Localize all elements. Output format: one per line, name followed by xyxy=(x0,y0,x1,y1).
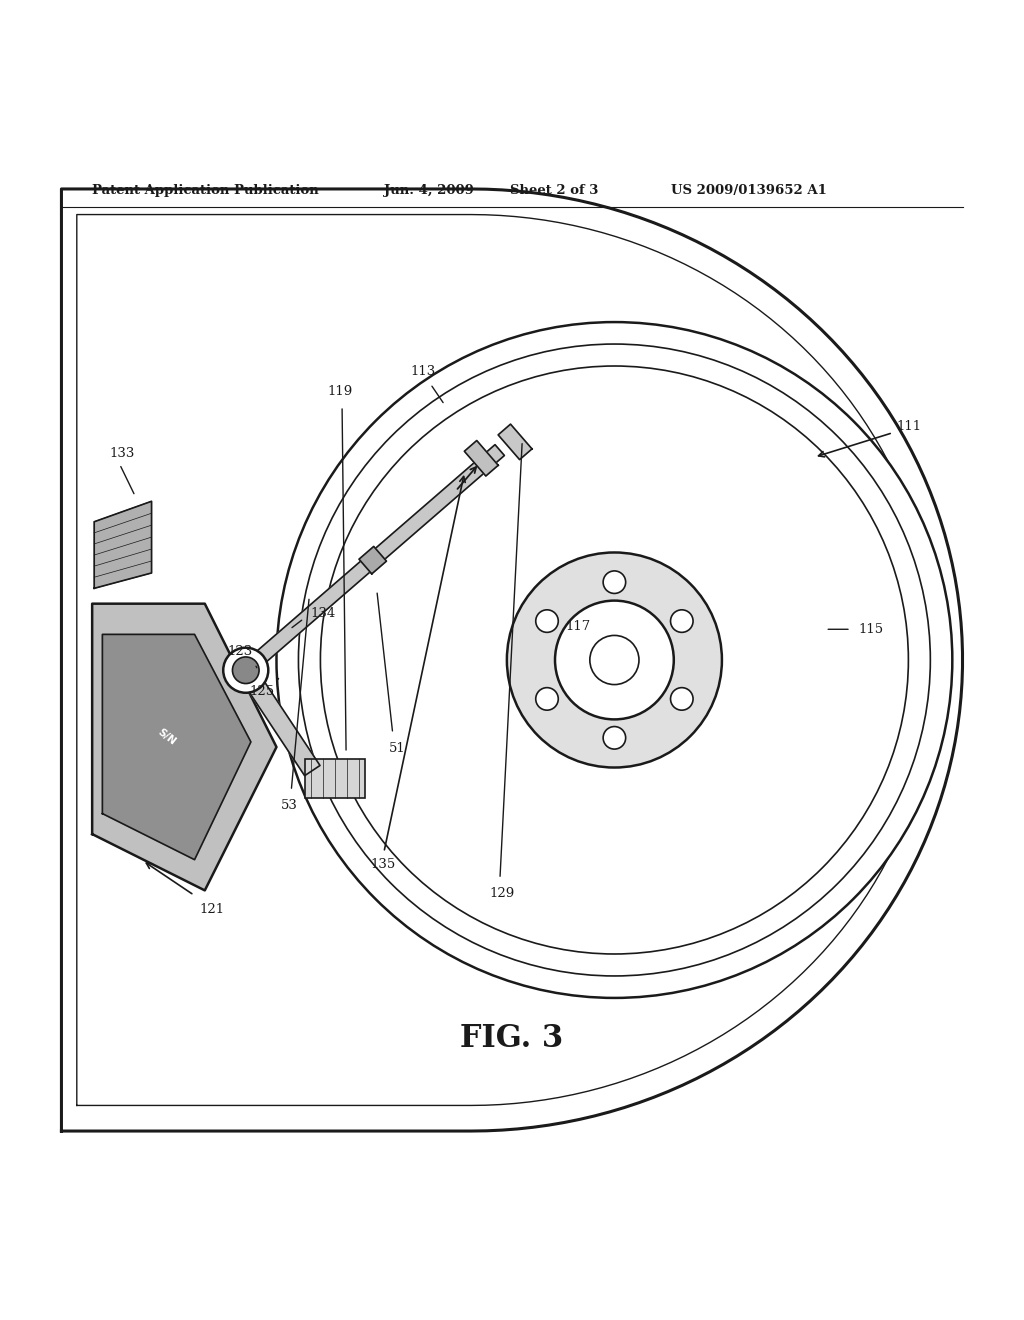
Circle shape xyxy=(536,610,558,632)
Text: US 2009/0139652 A1: US 2009/0139652 A1 xyxy=(671,183,826,197)
Circle shape xyxy=(232,657,259,684)
Circle shape xyxy=(671,610,693,632)
Text: FIG. 3: FIG. 3 xyxy=(461,1023,563,1055)
Text: 51: 51 xyxy=(389,742,406,755)
Text: 115: 115 xyxy=(858,623,884,636)
Text: 125: 125 xyxy=(249,685,274,698)
Text: 121: 121 xyxy=(200,903,224,916)
Text: 135: 135 xyxy=(371,858,396,871)
Polygon shape xyxy=(61,189,963,1131)
Text: Jun. 4, 2009: Jun. 4, 2009 xyxy=(384,183,474,197)
Polygon shape xyxy=(241,445,505,676)
Text: Sheet 2 of 3: Sheet 2 of 3 xyxy=(510,183,598,197)
Polygon shape xyxy=(92,603,276,891)
Polygon shape xyxy=(94,502,152,589)
Circle shape xyxy=(603,726,626,748)
Text: 133: 133 xyxy=(110,446,135,459)
Text: 134: 134 xyxy=(310,607,336,620)
Circle shape xyxy=(507,553,722,767)
Text: Patent Application Publication: Patent Application Publication xyxy=(92,183,318,197)
Bar xyxy=(305,759,365,799)
Circle shape xyxy=(603,572,626,594)
Circle shape xyxy=(590,635,639,685)
Circle shape xyxy=(536,688,558,710)
Circle shape xyxy=(555,601,674,719)
Polygon shape xyxy=(359,546,386,574)
Text: 123: 123 xyxy=(227,645,253,659)
Text: 111: 111 xyxy=(896,420,922,433)
Text: 53: 53 xyxy=(281,799,297,812)
Circle shape xyxy=(276,322,952,998)
Text: S/N: S/N xyxy=(156,727,178,747)
Text: 119: 119 xyxy=(328,385,352,399)
Polygon shape xyxy=(102,635,251,859)
Circle shape xyxy=(671,688,693,710)
Text: 129: 129 xyxy=(489,887,515,900)
Polygon shape xyxy=(238,665,321,776)
Text: 117: 117 xyxy=(566,619,591,632)
Circle shape xyxy=(223,648,268,693)
Polygon shape xyxy=(498,424,532,459)
Text: 113: 113 xyxy=(411,364,435,378)
Polygon shape xyxy=(464,441,499,477)
